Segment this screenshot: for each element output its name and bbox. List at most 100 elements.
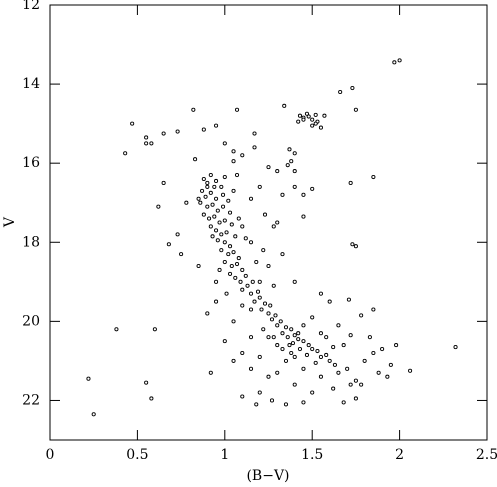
star-point xyxy=(322,113,327,118)
x-tick-label: 0.5 xyxy=(126,447,148,463)
star-point xyxy=(221,204,226,209)
star-point xyxy=(144,380,149,385)
star-point xyxy=(234,172,240,178)
star-point xyxy=(353,244,358,249)
star-point xyxy=(156,204,161,209)
star-point xyxy=(227,244,233,249)
star-point xyxy=(257,354,262,360)
star-point xyxy=(318,125,323,130)
star-point xyxy=(367,335,372,340)
star-point xyxy=(310,123,315,128)
star-point xyxy=(275,323,280,328)
star-point xyxy=(388,362,393,367)
star-point xyxy=(283,325,289,330)
star-point xyxy=(214,123,219,128)
star-point xyxy=(275,343,280,348)
star-point xyxy=(152,327,157,332)
star-point xyxy=(301,192,306,197)
star-point xyxy=(234,107,240,112)
star-point xyxy=(348,333,353,338)
star-point xyxy=(324,352,329,358)
star-point xyxy=(240,303,245,308)
star-point xyxy=(348,382,353,387)
star-point xyxy=(285,335,290,340)
star-point xyxy=(380,346,385,352)
y-tick-label: 18 xyxy=(22,234,40,250)
star-point xyxy=(222,218,227,223)
star-point xyxy=(248,307,254,312)
star-point xyxy=(214,196,219,201)
star-point xyxy=(310,390,315,395)
star-point xyxy=(231,319,236,324)
star-point xyxy=(222,339,227,344)
y-tick-label: 16 xyxy=(22,155,40,171)
star-point xyxy=(275,370,280,375)
star-point xyxy=(408,368,413,373)
star-point xyxy=(262,301,268,306)
star-point xyxy=(292,354,297,360)
star-point xyxy=(259,307,264,312)
star-point xyxy=(236,216,241,221)
star-point xyxy=(280,192,285,197)
star-point xyxy=(348,180,353,186)
star-point xyxy=(371,307,376,312)
star-point xyxy=(371,174,376,180)
star-point xyxy=(285,163,290,168)
star-point xyxy=(310,117,315,122)
star-point xyxy=(175,129,180,134)
star-point xyxy=(297,346,303,352)
star-point xyxy=(217,267,222,273)
star-point xyxy=(266,374,271,379)
star-point xyxy=(161,180,166,186)
star-point xyxy=(332,362,337,367)
star-point xyxy=(254,259,259,265)
star-point xyxy=(231,149,236,154)
star-point xyxy=(289,350,294,356)
star-point xyxy=(219,248,224,253)
star-point xyxy=(353,378,358,383)
star-point xyxy=(226,198,231,203)
star-point xyxy=(287,343,292,348)
star-point xyxy=(269,317,275,322)
star-point xyxy=(318,354,323,360)
star-point xyxy=(193,157,198,162)
star-point xyxy=(261,248,266,253)
star-point xyxy=(289,159,294,164)
star-point xyxy=(336,323,341,328)
star-point xyxy=(292,279,297,284)
star-point xyxy=(224,291,229,296)
star-point xyxy=(296,337,301,342)
star-point xyxy=(313,360,318,365)
star-point xyxy=(196,263,201,269)
star-point xyxy=(301,400,306,405)
star-point xyxy=(221,192,226,197)
star-point xyxy=(149,396,154,401)
star-point xyxy=(240,287,245,292)
star-point xyxy=(324,335,329,340)
star-point xyxy=(252,145,257,150)
star-point xyxy=(227,271,233,276)
star-point xyxy=(205,311,210,316)
star-point xyxy=(208,190,213,195)
star-point xyxy=(257,184,262,189)
star-point xyxy=(210,202,215,207)
star-point xyxy=(306,114,311,119)
star-point xyxy=(257,279,262,284)
star-point xyxy=(392,60,397,65)
star-point xyxy=(254,402,259,407)
star-point xyxy=(350,242,355,247)
star-point xyxy=(214,228,219,233)
star-point xyxy=(203,194,208,199)
star-point xyxy=(240,394,245,399)
star-point xyxy=(271,283,276,288)
star-point xyxy=(248,240,254,245)
star-point xyxy=(257,390,262,395)
star-point xyxy=(394,343,399,348)
star-point xyxy=(331,386,336,391)
star-point xyxy=(301,323,306,328)
star-point xyxy=(229,263,234,269)
star-point xyxy=(252,299,257,304)
y-tick-label: 20 xyxy=(22,313,40,329)
star-point xyxy=(205,180,210,186)
star-point xyxy=(280,252,285,257)
